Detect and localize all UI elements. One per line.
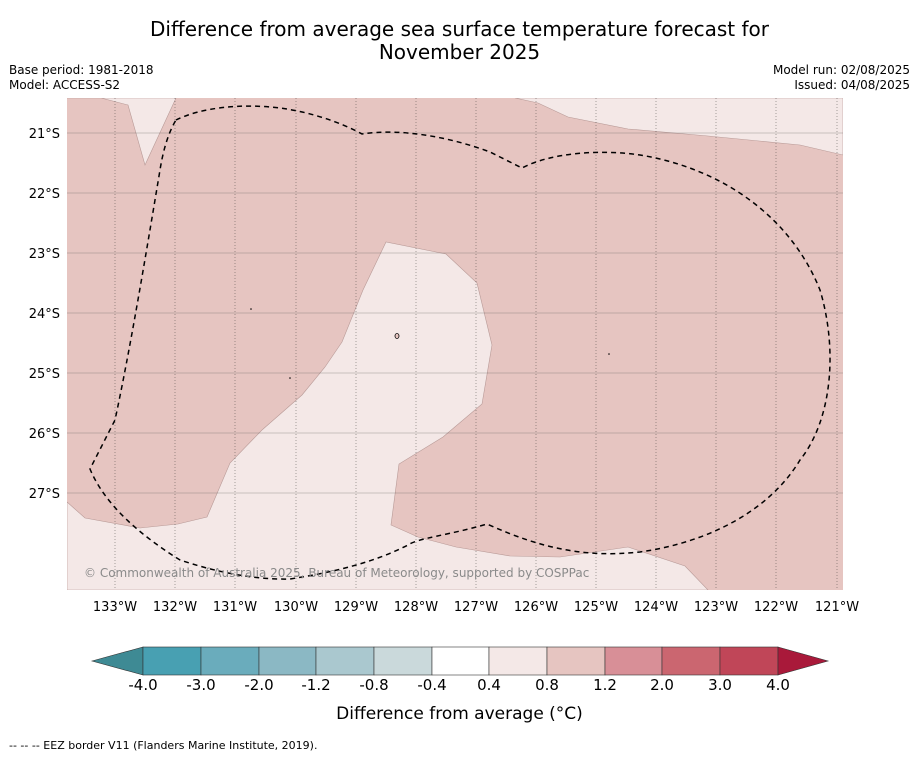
lon-label: 123°W — [694, 600, 738, 615]
lon-label: 133°W — [93, 600, 137, 615]
anomaly-region-top-right — [514, 98, 843, 156]
colorbar-segment — [719, 646, 779, 676]
chart-title: Difference from average sea surface temp… — [0, 18, 919, 64]
colorbar-tick: -4.0 — [128, 676, 158, 694]
lat-label: 23°S — [29, 247, 60, 262]
colorbar-extend-low — [90, 646, 144, 676]
footnote: -- -- -- EEZ border V11 (Flanders Marine… — [9, 739, 318, 752]
island — [250, 308, 252, 310]
lon-label: 127°W — [454, 600, 498, 615]
colorbar-segment — [315, 646, 375, 676]
colorbar-label: Difference from average (°C) — [336, 704, 583, 724]
colorbar-segment — [258, 646, 317, 676]
colorbar-extend-high — [777, 646, 830, 676]
lon-label: 131°W — [213, 600, 257, 615]
colorbar-segment — [373, 646, 433, 676]
colorbar-segment — [546, 646, 606, 676]
latitude-gridlines — [67, 132, 843, 494]
colorbar-segment — [142, 646, 202, 676]
title-line-2: November 2025 — [378, 40, 541, 64]
lon-label: 121°W — [815, 600, 859, 615]
colorbar-segment — [661, 646, 721, 676]
colorbar-segment — [488, 646, 548, 676]
longitude-labels: 133°W 132°W 131°W 130°W 129°W 128°W 127°… — [93, 600, 859, 615]
meta-right: Model run: 02/08/2025 Issued: 04/08/2025 — [773, 63, 910, 93]
island — [394, 333, 400, 339]
colorbar-tick: -0.4 — [417, 676, 447, 694]
longitude-gridlines — [114, 98, 838, 590]
lon-label: 126°W — [514, 600, 558, 615]
colorbar-tick: 1.2 — [593, 676, 617, 694]
lon-label: 132°W — [153, 600, 197, 615]
lat-label: 26°S — [29, 427, 60, 442]
colorbar-tick: -0.8 — [359, 676, 389, 694]
colorbar-tick: 4.0 — [766, 676, 790, 694]
lat-label: 27°S — [29, 487, 60, 502]
base-period: Base period: 1981-2018 — [9, 63, 154, 77]
colorbar-tick: 0.8 — [535, 676, 559, 694]
lon-label: 124°W — [634, 600, 678, 615]
anomaly-region-0-4-to-0-8 — [67, 241, 709, 590]
lon-label: 122°W — [754, 600, 798, 615]
lon-label: 130°W — [274, 600, 318, 615]
model-run: Model run: 02/08/2025 — [772, 63, 910, 77]
lat-label: 21°S — [29, 127, 60, 142]
lon-label: 129°W — [334, 600, 378, 615]
colorbar-tick: 2.0 — [650, 676, 674, 694]
colorbar-tick: -1.2 — [301, 676, 331, 694]
copyright-text: © Commonwealth of Australia 2025, Bureau… — [84, 566, 589, 580]
lat-label: 24°S — [29, 307, 60, 322]
colorbar-segment — [200, 646, 260, 676]
meta-left: Base period: 1981-2018 Model: ACCESS-S2 — [9, 63, 154, 93]
colorbar-tick: 3.0 — [708, 676, 732, 694]
colorbar-segment — [604, 646, 663, 676]
eez-border — [89, 105, 831, 580]
issued-date: Issued: 04/08/2025 — [794, 78, 910, 92]
colorbar-tick: -2.0 — [244, 676, 274, 694]
colorbar — [90, 646, 830, 676]
latitude-labels: 21°S 22°S 23°S 24°S 25°S 26°S 27°S — [29, 127, 60, 502]
lat-label: 22°S — [29, 187, 60, 202]
anomaly-region-top-left — [67, 98, 177, 166]
model-name: Model: ACCESS-S2 — [9, 78, 121, 92]
island — [289, 377, 291, 379]
lon-label: 125°W — [574, 600, 618, 615]
colorbar-tick: -3.0 — [186, 676, 216, 694]
lon-label: 128°W — [394, 600, 438, 615]
title-line-1: Difference from average sea surface temp… — [149, 17, 769, 41]
colorbar-segment — [431, 646, 490, 676]
island — [608, 353, 610, 355]
lat-label: 25°S — [29, 367, 60, 382]
colorbar-tick: 0.4 — [477, 676, 501, 694]
